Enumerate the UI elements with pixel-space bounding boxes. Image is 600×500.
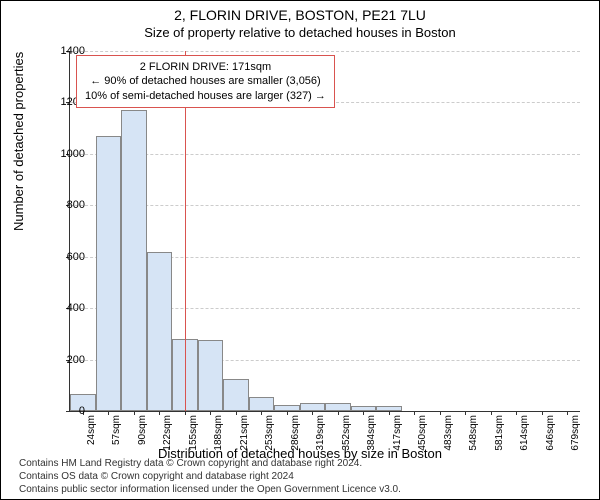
footer-line-2: Contains OS data © Crown copyright and d… — [19, 470, 599, 483]
info-line-3: 10% of semi-detached houses are larger (… — [85, 89, 326, 103]
y-axis-label: Number of detached properties — [11, 52, 26, 231]
histogram-bar — [147, 252, 173, 411]
grid-line — [70, 205, 580, 206]
x-tick-mark — [108, 411, 109, 415]
y-tick-label: 200 — [45, 354, 85, 366]
y-tick-label: 600 — [45, 251, 85, 263]
x-tick-mark — [134, 411, 135, 415]
y-tick-label: 400 — [45, 302, 85, 314]
y-tick-label: 800 — [45, 199, 85, 211]
x-tick-mark — [542, 411, 543, 415]
x-tick-mark — [516, 411, 517, 415]
x-tick-mark — [414, 411, 415, 415]
footer-line-1: Contains HM Land Registry data © Crown c… — [19, 457, 599, 470]
x-tick-mark — [567, 411, 568, 415]
histogram-bar — [325, 403, 351, 411]
grid-line — [70, 154, 580, 155]
info-line-1: 2 FLORIN DRIVE: 171sqm — [85, 60, 326, 74]
histogram-bar — [198, 340, 224, 411]
plot-area: 2 FLORIN DRIVE: 171sqm ← 90% of detached… — [69, 51, 580, 412]
histogram-bar — [121, 110, 147, 411]
x-tick-mark — [338, 411, 339, 415]
info-line-2: ← 90% of detached houses are smaller (3,… — [85, 74, 326, 88]
x-tick-mark — [440, 411, 441, 415]
x-tick-mark — [465, 411, 466, 415]
histogram-bar — [300, 403, 326, 411]
x-tick-mark — [491, 411, 492, 415]
chart-container: 2, FLORIN DRIVE, BOSTON, PE21 7LU Size o… — [0, 0, 600, 500]
y-tick-label: 0 — [45, 405, 85, 417]
histogram-bar — [96, 136, 122, 411]
chart-title: 2, FLORIN DRIVE, BOSTON, PE21 7LU — [1, 7, 599, 23]
x-tick-mark — [363, 411, 364, 415]
x-tick-mark — [287, 411, 288, 415]
x-tick-mark — [236, 411, 237, 415]
x-tick-mark — [185, 411, 186, 415]
x-tick-mark — [389, 411, 390, 415]
x-tick-mark — [312, 411, 313, 415]
histogram-bar — [223, 379, 249, 411]
info-box: 2 FLORIN DRIVE: 171sqm ← 90% of detached… — [76, 55, 335, 108]
x-tick-mark — [210, 411, 211, 415]
histogram-bar — [249, 397, 275, 411]
footer: Contains HM Land Registry data © Crown c… — [1, 457, 599, 496]
x-tick-mark — [261, 411, 262, 415]
y-tick-label: 1000 — [45, 148, 85, 160]
grid-line — [70, 51, 580, 52]
x-tick-mark — [159, 411, 160, 415]
footer-line-3: Contains public sector information licen… — [19, 483, 599, 496]
chart-subtitle: Size of property relative to detached ho… — [1, 25, 599, 40]
